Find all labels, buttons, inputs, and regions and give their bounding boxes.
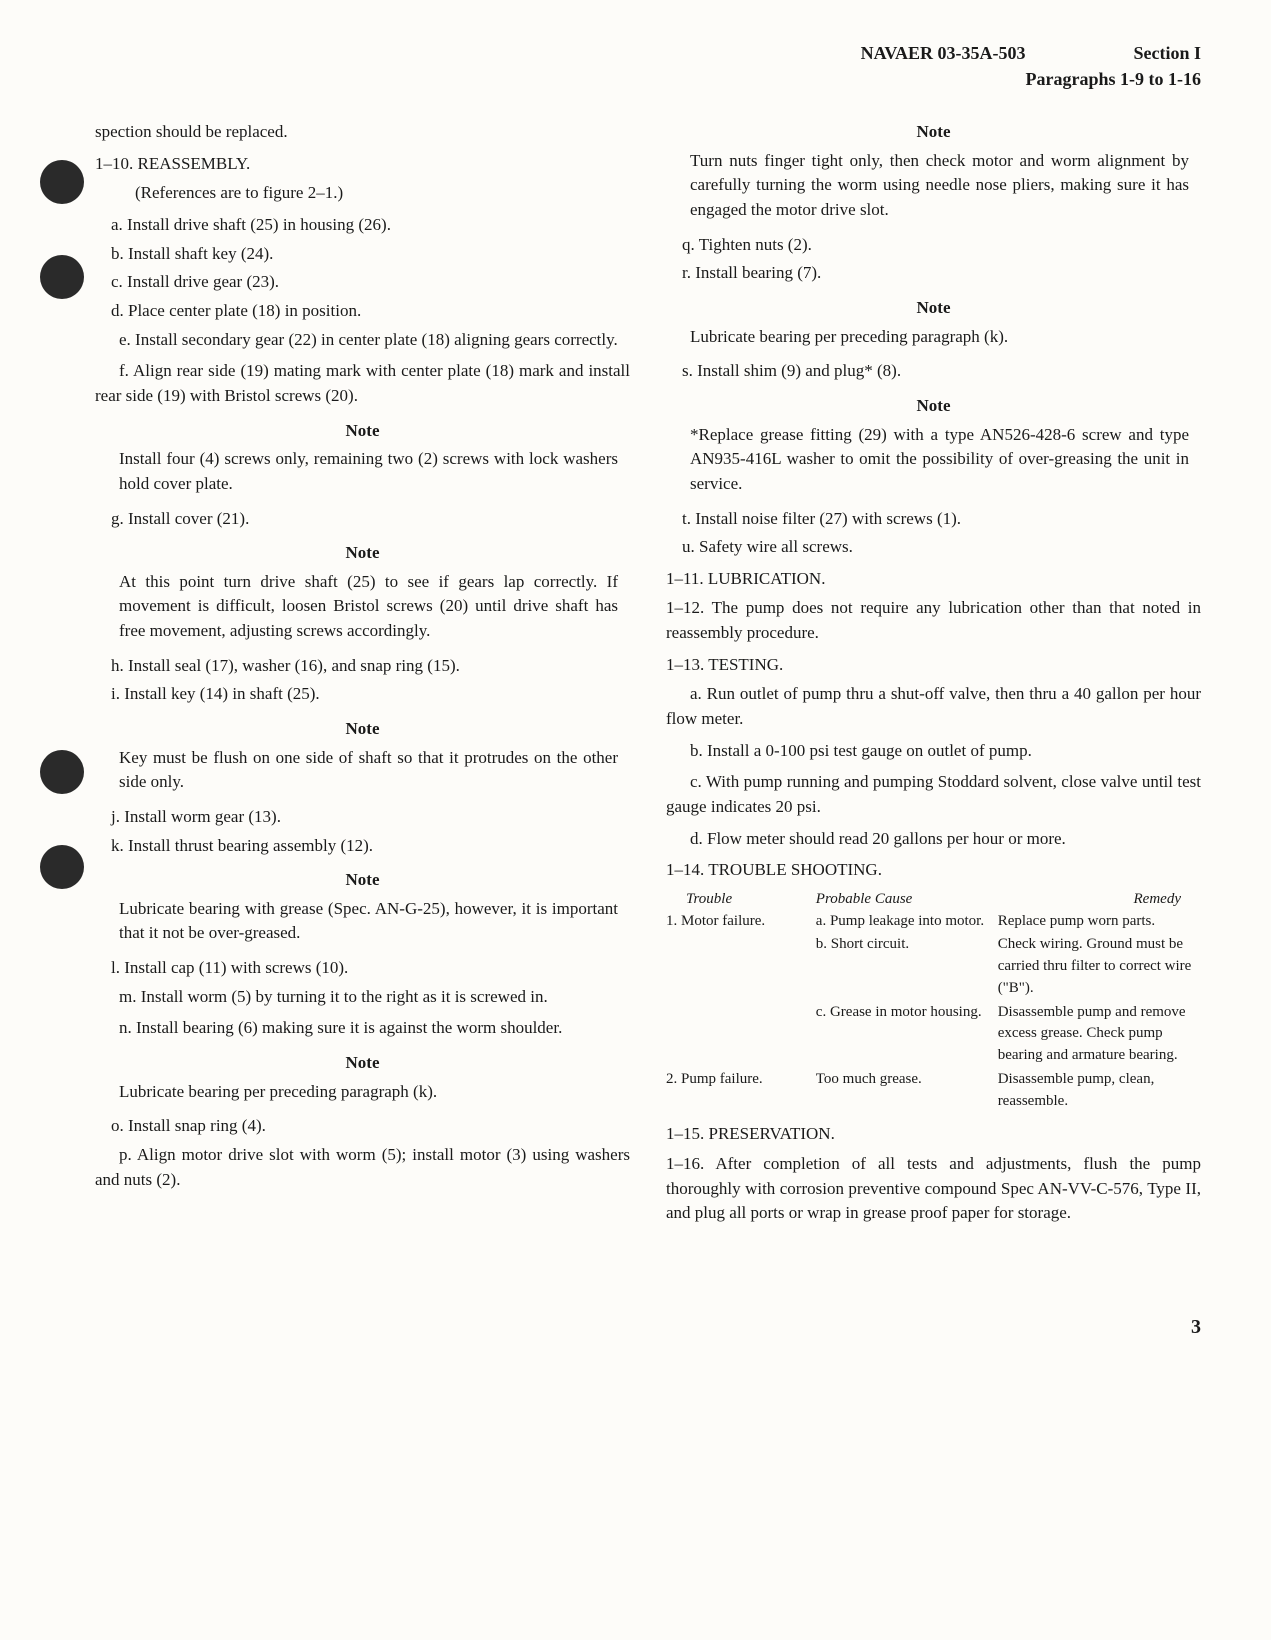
note-body: Turn nuts finger tight only, then check …	[666, 149, 1201, 223]
continuation-text: spection should be replaced.	[95, 120, 630, 145]
heading-1-10: 1–10. REASSEMBLY.	[95, 152, 630, 177]
right-column: Note Turn nuts finger tight only, then c…	[666, 120, 1201, 1233]
note-body: Key must be flush on one side of shaft s…	[95, 746, 630, 795]
note-heading: Note	[95, 868, 630, 893]
cell-trouble	[666, 934, 816, 999]
step-q: q. Tighten nuts (2).	[666, 233, 1201, 258]
cell-trouble	[666, 1002, 816, 1067]
step-k: k. Install thrust bearing assembly (12).	[95, 834, 630, 859]
table-row: b. Short circuit. Check wiring. Ground m…	[666, 934, 1201, 999]
note-body: Lubricate bearing with grease (Spec. AN-…	[95, 897, 630, 946]
figure-reference: (References are to figure 2–1.)	[95, 181, 630, 206]
cell-remedy: Replace pump worn parts.	[998, 911, 1201, 933]
para-1-12: 1–12. The pump does not require any lubr…	[666, 596, 1201, 645]
step-f: f. Align rear side (19) mating mark with…	[95, 359, 630, 408]
note-body: Install four (4) screws only, remaining …	[95, 447, 630, 496]
heading-1-13: 1–13. TESTING.	[666, 653, 1201, 678]
note-body: *Replace grease fitting (29) with a type…	[666, 423, 1201, 497]
col-remedy: Remedy	[998, 889, 1201, 911]
cell-trouble: 2. Pump failure.	[666, 1069, 816, 1113]
note-heading: Note	[95, 717, 630, 742]
table-header-row: Trouble Probable Cause Remedy	[666, 889, 1201, 911]
step-h: h. Install seal (17), washer (16), and s…	[95, 654, 630, 679]
note-body: At this point turn drive shaft (25) to s…	[95, 570, 630, 644]
step-m: m. Install worm (5) by turning it to the…	[95, 985, 630, 1010]
header-section: Section I Paragraphs 1-9 to 1-16	[1026, 40, 1201, 92]
step-p: p. Align motor drive slot with worm (5);…	[95, 1143, 630, 1192]
punch-hole	[40, 845, 84, 889]
cell-cause: b. Short circuit.	[816, 934, 998, 999]
step-s: s. Install shim (9) and plug* (8).	[666, 359, 1201, 384]
testing-c: c. With pump running and pumping Stoddar…	[666, 770, 1201, 819]
page-number: 3	[95, 1313, 1201, 1342]
step-u: u. Safety wire all screws.	[666, 535, 1201, 560]
cell-remedy: Disassemble pump and remove excess greas…	[998, 1002, 1201, 1067]
note-body: Lubricate bearing per preceding paragrap…	[666, 325, 1201, 350]
table-row: c. Grease in motor housing. Disassemble …	[666, 1002, 1201, 1067]
note-heading: Note	[95, 419, 630, 444]
cell-remedy: Check wiring. Ground must be carried thr…	[998, 934, 1201, 999]
step-n: n. Install bearing (6) making sure it is…	[95, 1016, 630, 1041]
step-j: j. Install worm gear (13).	[95, 805, 630, 830]
cell-cause: c. Grease in motor housing.	[816, 1002, 998, 1067]
step-a: a. Install drive shaft (25) in housing (…	[95, 213, 630, 238]
step-r: r. Install bearing (7).	[666, 261, 1201, 286]
left-column: spection should be replaced. 1–10. REASS…	[95, 120, 630, 1233]
punch-hole	[40, 160, 84, 204]
heading-1-14: 1–14. TROUBLE SHOOTING.	[666, 858, 1201, 883]
testing-b: b. Install a 0-100 psi test gauge on out…	[666, 739, 1201, 764]
step-g: g. Install cover (21).	[95, 507, 630, 532]
note-heading: Note	[95, 1051, 630, 1076]
step-e: e. Install secondary gear (22) in center…	[95, 328, 630, 353]
step-b: b. Install shaft key (24).	[95, 242, 630, 267]
col-cause: Probable Cause	[816, 889, 998, 911]
testing-a: a. Run outlet of pump thru a shut-off va…	[666, 682, 1201, 731]
note-heading: Note	[666, 120, 1201, 145]
para-1-16: 1–16. After completion of all tests and …	[666, 1152, 1201, 1226]
cell-remedy: Disassemble pump, clean, reassemble.	[998, 1069, 1201, 1113]
note-heading: Note	[666, 394, 1201, 419]
two-column-body: spection should be replaced. 1–10. REASS…	[95, 120, 1201, 1233]
testing-d: d. Flow meter should read 20 gallons per…	[666, 827, 1201, 852]
step-o: o. Install snap ring (4).	[95, 1114, 630, 1139]
table-row: 1. Motor failure. a. Pump leakage into m…	[666, 911, 1201, 933]
table-row: 2. Pump failure. Too much grease. Disass…	[666, 1069, 1201, 1113]
step-i: i. Install key (14) in shaft (25).	[95, 682, 630, 707]
heading-1-11: 1–11. LUBRICATION.	[666, 567, 1201, 592]
col-trouble: Trouble	[666, 889, 816, 911]
step-l: l. Install cap (11) with screws (10).	[95, 956, 630, 981]
section-label: Section I	[1026, 40, 1201, 66]
para-range: Paragraphs 1-9 to 1-16	[1026, 66, 1201, 92]
punch-hole	[40, 750, 84, 794]
page-header: NAVAER 03-35A-503 Section I Paragraphs 1…	[95, 40, 1201, 92]
punch-hole	[40, 255, 84, 299]
step-t: t. Install noise filter (27) with screws…	[666, 507, 1201, 532]
cell-trouble: 1. Motor failure.	[666, 911, 816, 933]
heading-1-15: 1–15. PRESERVATION.	[666, 1122, 1201, 1147]
note-heading: Note	[666, 296, 1201, 321]
note-body: Lubricate bearing per preceding paragrap…	[95, 1080, 630, 1105]
note-heading: Note	[95, 541, 630, 566]
cell-cause: Too much grease.	[816, 1069, 998, 1113]
trouble-shooting-table: Trouble Probable Cause Remedy 1. Motor f…	[666, 889, 1201, 1113]
step-c: c. Install drive gear (23).	[95, 270, 630, 295]
cell-cause: a. Pump leakage into motor.	[816, 911, 998, 933]
step-d: d. Place center plate (18) in position.	[95, 299, 630, 324]
doc-id: NAVAER 03-35A-503	[861, 40, 1026, 92]
